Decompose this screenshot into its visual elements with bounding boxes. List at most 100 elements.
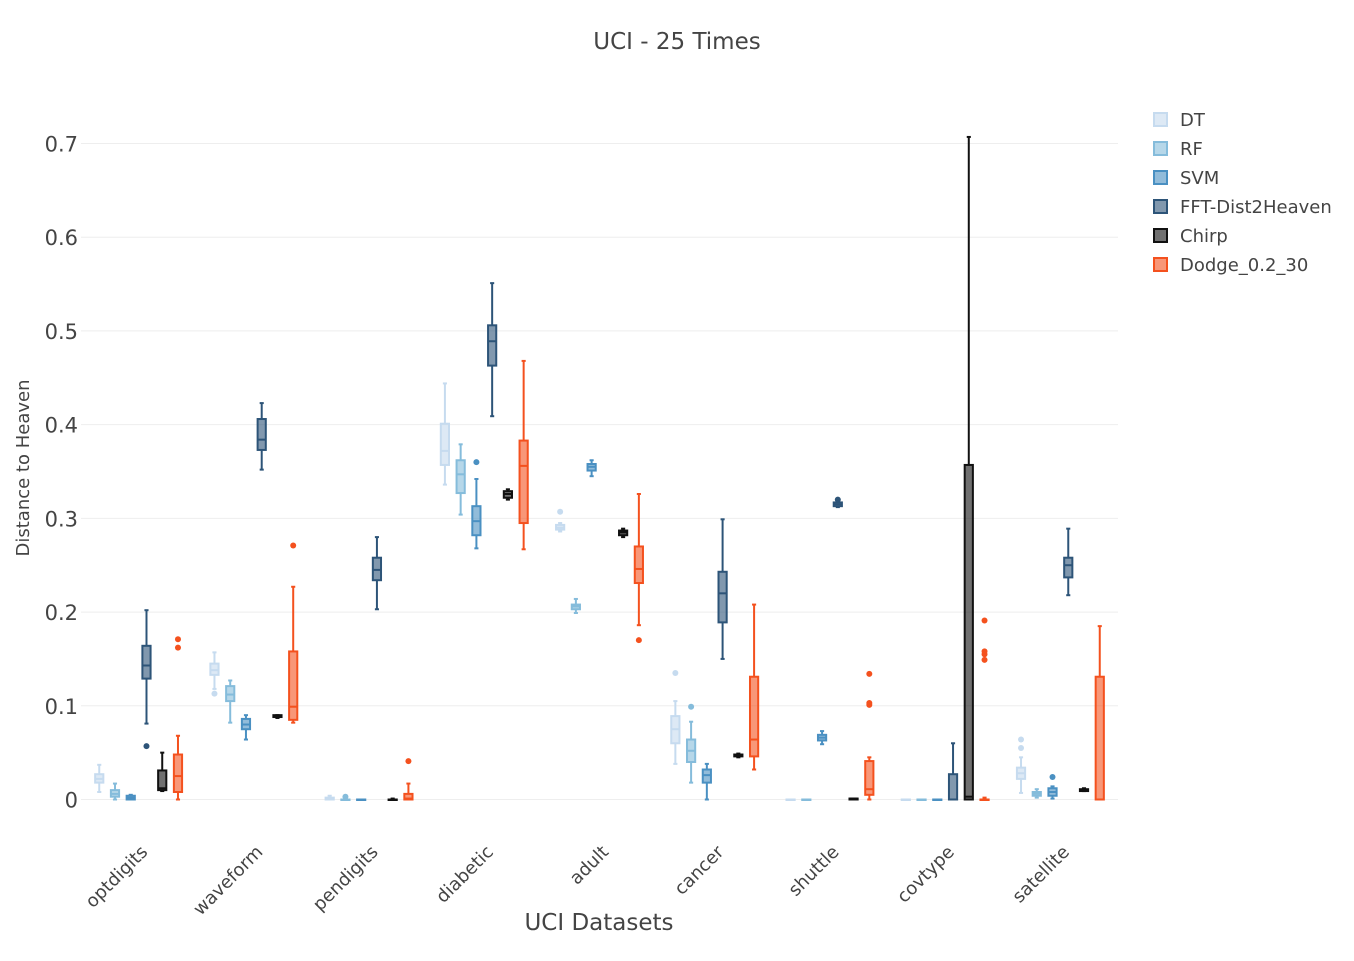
box	[502, 488, 513, 501]
series-dt	[94, 382, 1027, 801]
x-axis-ticks: optdigits waveform pendigits diabetic adult c…	[82, 841, 1074, 920]
box	[864, 670, 875, 801]
box	[816, 730, 828, 746]
box	[1078, 787, 1090, 793]
box-iqr	[1094, 675, 1105, 801]
series-rf	[109, 443, 1042, 801]
box	[1063, 527, 1074, 597]
outlier-point	[981, 648, 988, 655]
legend-item[interactable]: Dodge_0.2_30	[1153, 255, 1308, 276]
box	[618, 527, 629, 539]
series-chirp	[157, 135, 1090, 801]
y-tick-label: 0.4	[45, 414, 78, 438]
legend-item[interactable]: Chirp	[1153, 226, 1228, 247]
x-tick-label: pendigits	[309, 842, 383, 916]
y-tick-label: 0.3	[45, 507, 78, 531]
box	[717, 518, 728, 660]
outlier-point	[866, 670, 873, 677]
x-tick-label: diabetic	[432, 842, 498, 908]
box	[633, 492, 644, 644]
box-iqr	[947, 773, 959, 801]
box	[288, 542, 299, 724]
box	[900, 798, 911, 801]
box	[801, 798, 812, 801]
legend-label: RF	[1180, 139, 1203, 160]
legend-item[interactable]: RF	[1153, 139, 1203, 160]
legend-swatch	[1153, 228, 1168, 243]
series-fft-dist2heaven	[141, 282, 1074, 801]
y-axis-title: Distance to Heaven	[13, 380, 34, 557]
box	[916, 798, 927, 801]
outlier-point	[211, 690, 218, 697]
box	[570, 597, 581, 615]
box-iqr	[487, 324, 498, 367]
box	[94, 763, 105, 794]
box	[733, 752, 744, 759]
box	[387, 797, 398, 801]
box	[748, 603, 760, 771]
y-tick-label: 0.2	[45, 601, 78, 625]
box	[586, 459, 597, 478]
x-tick-label: waveform	[189, 842, 267, 920]
box	[555, 508, 566, 533]
box	[1015, 736, 1027, 794]
box-iqr	[864, 760, 875, 796]
chart-title: UCI - 25 Times	[593, 29, 760, 55]
box	[172, 636, 184, 801]
box	[209, 651, 220, 697]
box	[947, 742, 959, 801]
outlier-point	[143, 743, 150, 750]
series-svm	[125, 459, 1058, 801]
box	[455, 443, 466, 516]
box	[832, 496, 843, 509]
box	[701, 762, 712, 801]
x-tick-label: shuttle	[785, 842, 844, 901]
outlier-point	[290, 542, 297, 549]
box	[403, 758, 414, 801]
box	[371, 536, 383, 611]
legend-swatch	[1153, 170, 1168, 185]
x-tick-label: optdigits	[82, 842, 153, 913]
y-axis-ticks: 0 0.1 0.2 0.3 0.4 0.5 0.6 0.7	[45, 133, 78, 813]
box	[1031, 788, 1042, 799]
box-iqr	[963, 463, 974, 801]
outlier-point	[1049, 774, 1056, 781]
outlier-point	[405, 758, 412, 765]
x-tick-label: covtype	[893, 842, 959, 908]
legend-item[interactable]: FFT-Dist2Heaven	[1153, 197, 1332, 218]
box	[1047, 774, 1058, 800]
box	[340, 793, 351, 801]
outlier-point	[1018, 736, 1025, 743]
box	[471, 459, 482, 550]
legend-label: DT	[1180, 110, 1206, 131]
outlier-point	[866, 699, 873, 706]
box-iqr	[439, 422, 451, 466]
box-iqr	[288, 650, 299, 721]
box	[324, 794, 335, 801]
x-axis-title: UCI Datasets	[524, 910, 673, 936]
box	[256, 402, 267, 471]
box	[141, 609, 152, 750]
box-iqr	[748, 675, 760, 758]
legend-item[interactable]: SVM	[1153, 168, 1219, 189]
outlier-point	[635, 637, 642, 644]
box	[1094, 625, 1105, 801]
box	[979, 617, 990, 801]
box-iqr	[518, 439, 529, 525]
outlier-point	[672, 669, 679, 676]
legend: DT RF SVM FFT-Dist2Heaven Chirp Dodge_0.2_30	[1153, 110, 1332, 276]
legend-label: Dodge_0.2_30	[1180, 255, 1308, 276]
box	[109, 782, 121, 801]
x-tick-label: adult	[566, 842, 613, 889]
y-tick-label: 0.6	[45, 226, 78, 250]
outlier-point	[834, 496, 841, 503]
legend-item[interactable]: DT	[1153, 110, 1206, 131]
y-tick-label: 0	[65, 789, 78, 813]
box	[272, 714, 283, 719]
box	[487, 282, 498, 418]
box	[439, 382, 451, 486]
legend-label: FFT-Dist2Heaven	[1180, 197, 1332, 218]
box	[356, 798, 367, 801]
series-dodge-0-2-30	[172, 359, 1105, 801]
